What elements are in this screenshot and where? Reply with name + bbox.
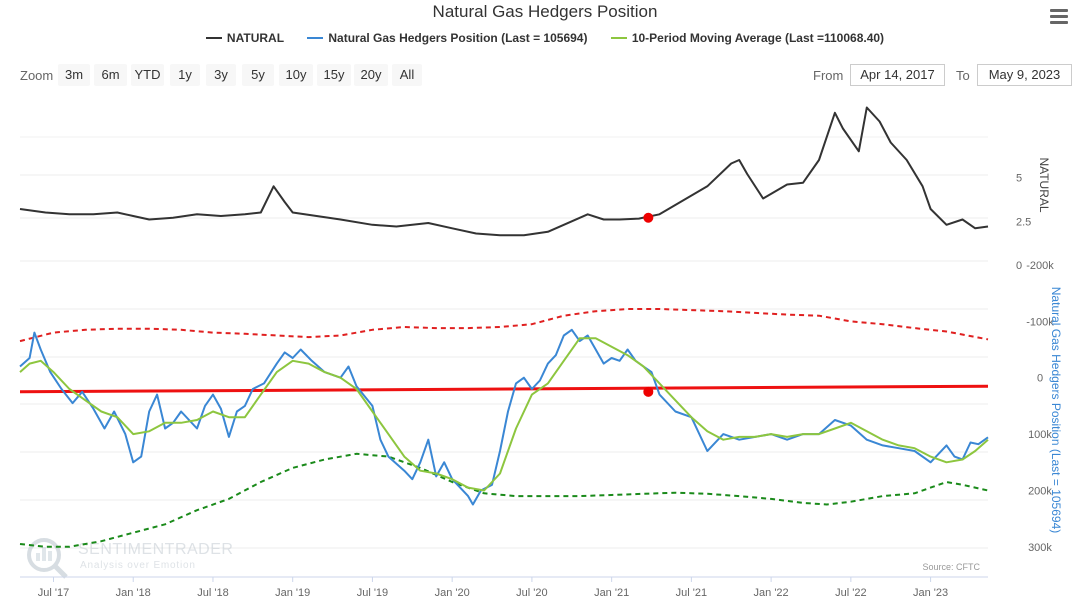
positions-y-tick-label: -100k <box>1026 316 1054 328</box>
price-y-tick-label: 5 <box>1016 173 1022 185</box>
from-date-input[interactable]: Apr 14, 2017 <box>850 64 945 86</box>
x-tick-label: Jan '23 <box>913 587 948 599</box>
price-axis-title: NATURAL <box>1037 157 1051 212</box>
series-line-upper-band <box>19 308 989 343</box>
zoom-button-10y[interactable]: 10y <box>279 64 313 86</box>
zoom-button-6m[interactable]: 6m <box>94 64 127 86</box>
to-date-input[interactable]: May 9, 2023 <box>977 64 1072 86</box>
watermark-logo-icon <box>27 538 68 579</box>
x-tick-label: Jul '17 <box>38 587 69 599</box>
x-tick-label: Jul '18 <box>197 587 228 599</box>
positions-y-tick-label: 0 <box>1037 373 1043 385</box>
highlight-marker <box>643 212 654 223</box>
x-tick-label: Jan '18 <box>116 587 151 599</box>
zoom-button-15y[interactable]: 15y <box>317 64 351 86</box>
price-panel <box>19 106 989 237</box>
watermark-brand: SENTIMENTRADER <box>78 541 233 558</box>
menu-icon[interactable] <box>1050 9 1068 25</box>
legend-item-hedgers[interactable]: Natural Gas Hedgers Position (Last = 105… <box>307 31 587 45</box>
series-line-natural <box>19 106 989 237</box>
legend-symbol <box>307 36 324 39</box>
zoom-button-20y[interactable]: 20y <box>354 64 388 86</box>
highlight-marker <box>643 386 654 397</box>
watermark: SENTIMENTRADER Analysis over Emotion <box>27 538 233 579</box>
legend-label: 10-Period Moving Average (Last =110068.4… <box>631 31 885 45</box>
x-tick-label: Jan '19 <box>275 587 310 599</box>
zoom-button-3m[interactable]: 3m <box>58 64 90 86</box>
x-tick-label: Jan '20 <box>435 587 470 599</box>
from-label: From <box>813 68 844 83</box>
series-line-moving-average <box>19 337 989 492</box>
x-tick-label: Jul '21 <box>676 587 707 599</box>
legend-item-moving-average[interactable]: 10-Period Moving Average (Last =110068.4… <box>610 31 885 45</box>
legend-symbol <box>205 36 222 39</box>
legend-symbol <box>610 36 627 39</box>
legend-item-natural[interactable]: NATURAL <box>205 31 285 45</box>
zoom-button-5y[interactable]: 5y <box>242 64 274 86</box>
positions-y-tick-label: 100k <box>1028 429 1052 441</box>
legend-label: Natural Gas Hedgers Position (Last = 105… <box>328 31 588 45</box>
axes: Jul '17 Jan '18 Jul '18 Jan '19 Jul '19 Jan '… <box>20 157 1063 599</box>
positions-y-tick-label: 300k <box>1028 542 1052 554</box>
source-note: Source: CFTC <box>922 562 980 572</box>
x-tick-label: Jul '20 <box>516 587 547 599</box>
positions-y-tick-label: -200k <box>1026 260 1054 272</box>
zoom-label: Zoom <box>20 68 54 83</box>
to-label: To <box>956 68 970 83</box>
x-tick-label: Jul '19 <box>357 587 388 599</box>
x-tick-label: Jul '22 <box>835 587 866 599</box>
positions-axis-title: Natural Gas Hedgers Position (Last = 105… <box>1049 287 1063 533</box>
x-tick-label: Jan '22 <box>754 587 789 599</box>
positions-panel <box>19 308 989 548</box>
price-y-tick-label: 0 <box>1016 260 1022 272</box>
legend: NATURAL Natural Gas Hedgers Position (La… <box>0 31 1090 45</box>
zoom-button-3y[interactable]: 3y <box>206 64 236 86</box>
zoom-button-1y[interactable]: 1y <box>170 64 200 86</box>
x-tick-label: Jan '21 <box>594 587 629 599</box>
chart-title: Natural Gas Hedgers Position <box>432 2 658 21</box>
positions-y-tick-label: 200k <box>1028 485 1052 497</box>
grid <box>20 136 988 549</box>
zoom-button-all[interactable]: All <box>392 64 422 86</box>
zoom-button-ytd[interactable]: YTD <box>131 64 164 86</box>
watermark-tagline: Analysis over Emotion <box>80 560 196 571</box>
price-y-tick-label: 2.5 <box>1016 216 1031 228</box>
series-line-lower-band <box>19 452 989 548</box>
legend-label: NATURAL <box>226 31 285 45</box>
series-line-hedgers-position <box>19 328 989 506</box>
series-line-center <box>19 384 989 394</box>
